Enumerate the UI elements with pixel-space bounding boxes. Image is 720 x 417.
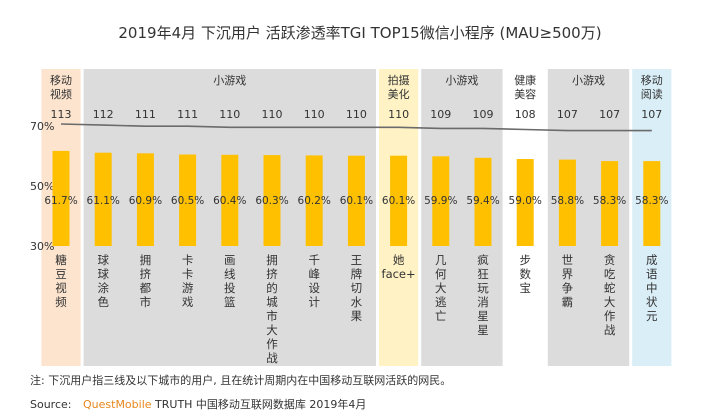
bar: [305, 155, 323, 246]
source-line: Source: QuestMobile TRUTH 中国移动互联网数据库 201…: [30, 397, 366, 411]
data-label: 59.4%: [466, 195, 499, 207]
bar: [221, 154, 239, 246]
x-tick-label: 几何大逃亡: [435, 253, 447, 323]
x-tick-label: 画线投篮: [224, 253, 236, 309]
footnote: 注: 下沉用户指三线及以下城市的用户, 且在统计周期内在中国移动互联网活跃的网民…: [30, 373, 451, 387]
x-tick-label: 糖豆视频: [55, 253, 67, 309]
bar: [263, 155, 281, 246]
tgi-label: 110: [346, 108, 367, 121]
x-tick-label: 拥挤的城市大作战: [266, 253, 278, 365]
tgi-label: 107: [557, 108, 578, 121]
tgi-label: 109: [430, 108, 451, 121]
chart-title: 2019年4月 下沉用户 活跃渗透率TGI TOP15微信小程序 (MAU≥50…: [118, 24, 601, 42]
tgi-label: 108: [515, 108, 536, 121]
data-label: 60.2%: [298, 195, 331, 207]
tgi-label: 111: [135, 108, 156, 121]
y-tick-label: 30%: [30, 240, 54, 253]
bar: [516, 159, 534, 246]
data-label: 60.1%: [340, 195, 373, 207]
data-label: 58.8%: [551, 195, 584, 207]
data-label: 60.9%: [129, 195, 162, 207]
x-tick-label: 世界争霸: [562, 253, 574, 309]
tgi-label: 109: [473, 108, 494, 121]
data-label: 60.5%: [171, 195, 204, 207]
tgi-label: 113: [51, 108, 72, 121]
tgi-label: 110: [219, 108, 240, 121]
x-tick-label: 她 face+: [382, 253, 416, 281]
data-label: 59.9%: [424, 195, 457, 207]
group-label: 移动: [50, 74, 72, 87]
data-label: 61.1%: [87, 195, 120, 207]
tgi-label: 107: [641, 108, 662, 121]
group-label: 移动: [641, 74, 663, 87]
group-label: 健康: [514, 73, 536, 87]
data-label: 60.4%: [213, 195, 246, 207]
x-tick-label: 千峰设计: [308, 253, 320, 309]
source-prefix: Source:: [30, 398, 72, 411]
group-label: 小游戏: [213, 74, 246, 87]
tgi-label: 110: [262, 108, 283, 121]
data-label: 59.0%: [509, 195, 542, 207]
group-label: 拍摄: [388, 73, 410, 87]
data-label: 60.1%: [382, 195, 415, 207]
x-tick-label: 王牌切水果: [351, 253, 363, 323]
group-label: 小游戏: [572, 74, 605, 87]
group-label: 美化: [388, 87, 410, 101]
x-tick-label: 疯狂玩消星星: [477, 253, 489, 337]
data-label: 58.3%: [635, 195, 668, 207]
bar: [432, 156, 450, 246]
x-tick-label: 拥挤都市: [140, 253, 152, 309]
x-tick-label: 贪吃蛇大作战: [604, 253, 616, 337]
data-label: 58.3%: [593, 195, 626, 207]
source-rest: TRUTH 中国移动互联网数据库 2019年4月: [154, 397, 366, 411]
bar: [52, 150, 70, 246]
bar: [390, 155, 408, 246]
bar: [347, 155, 365, 246]
group-label: 小游戏: [445, 74, 478, 87]
tgi-label: 110: [388, 108, 409, 121]
group-label: 视频: [50, 87, 72, 101]
bar: [474, 157, 492, 246]
bar: [601, 161, 619, 246]
bar: [643, 161, 661, 246]
tgi-label: 110: [304, 108, 325, 121]
x-tick-label: 步数宝: [519, 253, 531, 295]
x-tick-label: 球球涂色: [97, 253, 109, 309]
x-tick-label: 成语中状元: [646, 253, 658, 323]
y-tick-label: 50%: [30, 180, 54, 193]
bar: [558, 159, 576, 246]
tgi-label: 112: [93, 108, 114, 121]
tgi-label: 111: [177, 108, 198, 121]
data-label: 60.3%: [255, 195, 288, 207]
tgi-series-line: [60, 123, 652, 132]
group-label: 美容: [514, 87, 536, 101]
bar: [94, 152, 112, 246]
bar: [179, 154, 197, 246]
x-tick-label: 卡卡游戏: [182, 253, 194, 309]
y-tick-label: 70%: [30, 120, 54, 133]
group-label: 阅读: [641, 87, 663, 101]
bar: [136, 153, 154, 246]
data-label: 61.7%: [44, 195, 77, 207]
source-brand: QuestMobile: [83, 398, 152, 411]
tgi-label: 107: [599, 108, 620, 121]
